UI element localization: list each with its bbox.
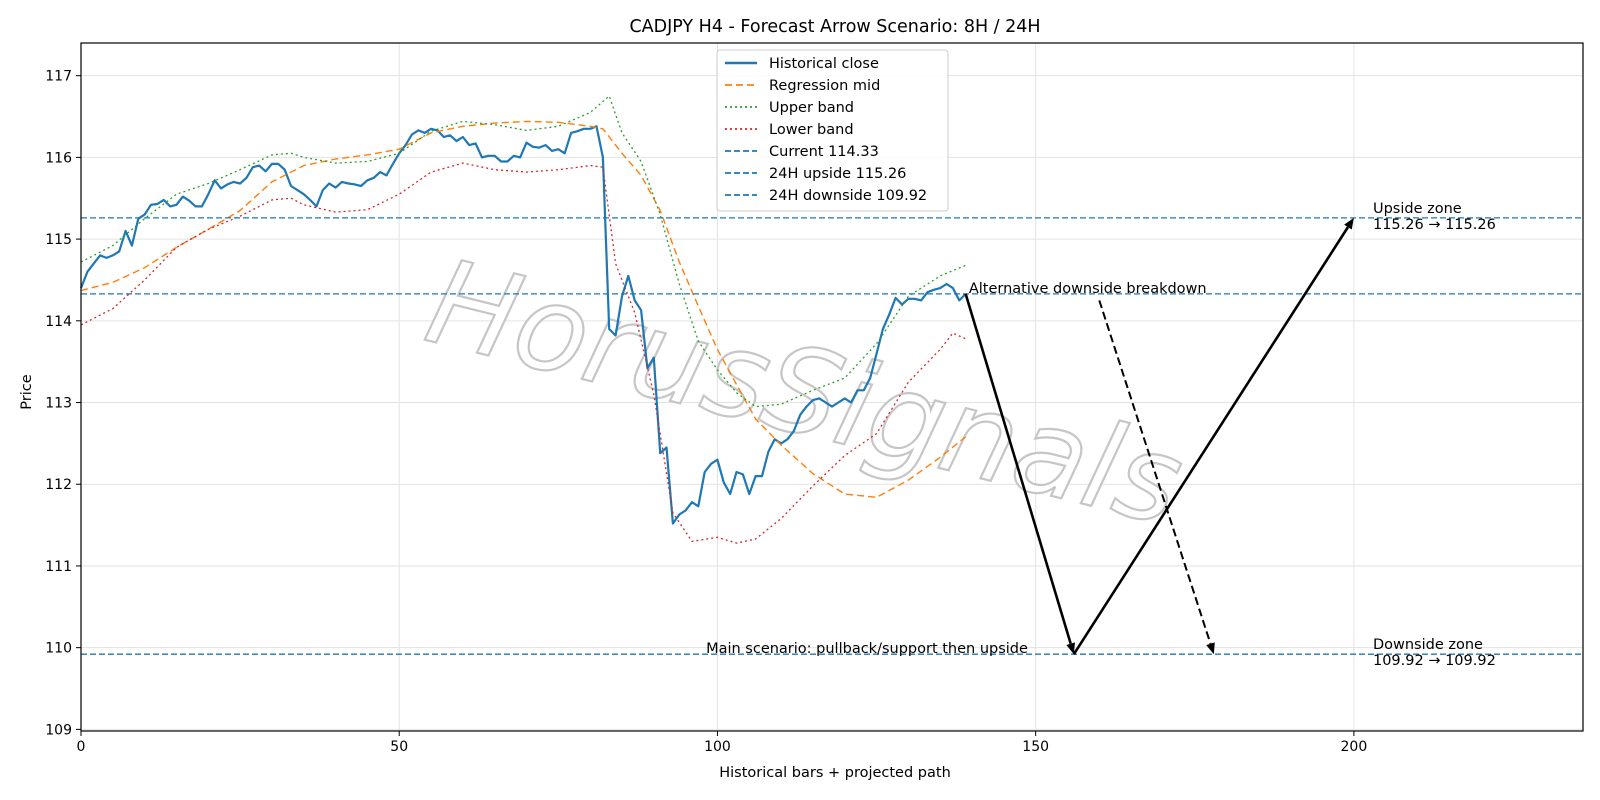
annotation-main-scenario: Main scenario: pullback/support then ups… (706, 641, 1028, 657)
y-tick-label: 111 (45, 559, 72, 575)
legend-label-3: Upper band (769, 100, 854, 116)
x-tick-label: 100 (704, 739, 731, 755)
x-tick-label: 200 (1341, 739, 1368, 755)
y-tick-label: 114 (45, 314, 72, 330)
legend-label-5: Current 114.33 (769, 144, 879, 160)
y-tick-label: 117 (45, 69, 72, 85)
annotation-downside-zone-range: 109.92 → 109.92 (1373, 653, 1496, 669)
annotation-upside-zone-range: 115.26 → 115.26 (1373, 217, 1496, 233)
plot-area (79, 95, 967, 544)
y-tick-label: 115 (45, 232, 72, 248)
x-axis-label: Historical bars + projected path (719, 765, 951, 781)
arrow-upside-shaft (1072, 226, 1350, 655)
series-line-2 (80, 120, 967, 498)
arrow-pullback-head (1066, 642, 1075, 655)
y-tick-label: 112 (45, 477, 72, 493)
x-tick-label: 50 (390, 739, 408, 755)
series-line-3 (80, 95, 966, 408)
arrow-alternative-shaft (1098, 300, 1212, 645)
legend-label-6: 24H upside 115.26 (769, 166, 906, 182)
annotation-downside-zone-label: Downside zone (1373, 637, 1483, 653)
annotation-upside-zone-label: Upside zone (1373, 201, 1462, 217)
legend-label-1: Historical close (769, 56, 879, 72)
y-tick-label: 116 (45, 150, 72, 166)
reference-lines (81, 217, 1583, 655)
arrow-pullback-shaft (964, 293, 1072, 645)
annotations: Main scenario: pullback/support then ups… (706, 201, 1496, 669)
x-tick-label: 0 (77, 739, 86, 755)
plot-frame (80, 42, 1584, 732)
legend-label-4: Lower band (769, 122, 854, 138)
arrow-upside-head (1344, 217, 1354, 230)
legend: Historical close Regression mid Upper band… (716, 49, 949, 212)
axis-ticks: 0 50 100 150 200 109 110 111 112 113 114 115 116 117 (45, 69, 1367, 755)
y-tick-label: 110 (45, 641, 72, 657)
arrow-alternative-head (1206, 642, 1215, 655)
y-tick-label: 113 (45, 396, 72, 412)
chart-title: CADJPY H4 - Forecast Arrow Scenario: 8H … (629, 17, 1040, 37)
legend-label-7: 24H downside 109.92 (769, 188, 927, 204)
series-line-1 (79, 125, 967, 525)
legend-box (716, 49, 949, 212)
legend-label-2: Regression mid (769, 78, 880, 94)
y-tick-label: 109 (45, 722, 72, 738)
x-tick-label: 150 (1022, 739, 1049, 755)
forecast-arrows (964, 217, 1354, 655)
y-axis-label: Price (19, 374, 35, 409)
annotation-alt-breakdown: Alternative downside breakdown (969, 281, 1207, 297)
